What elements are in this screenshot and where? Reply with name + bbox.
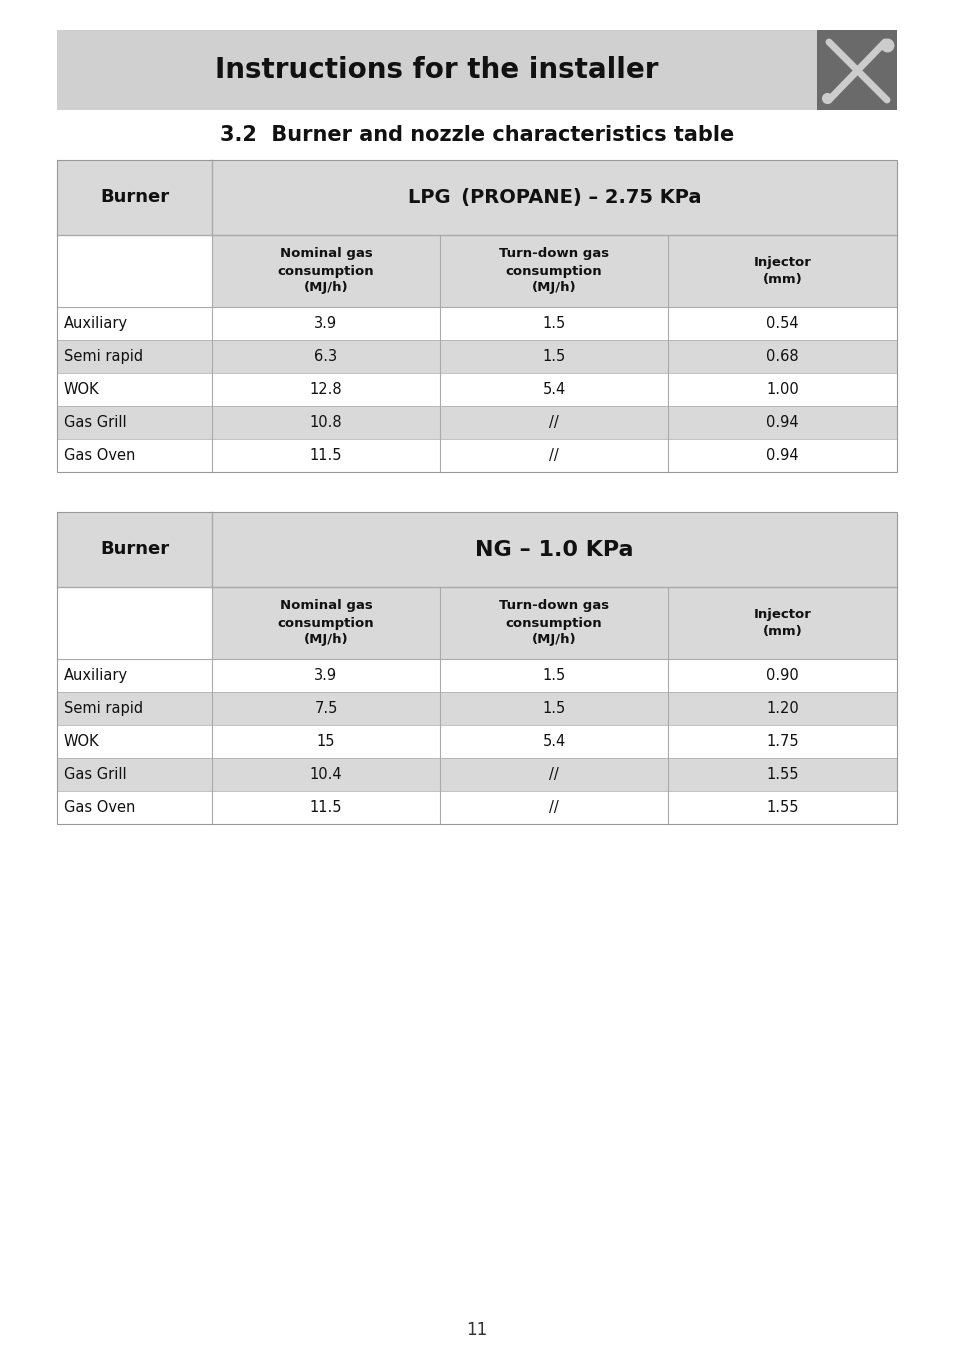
Text: 1.55: 1.55 bbox=[765, 800, 798, 815]
Bar bbox=[57, 307, 896, 340]
Text: 0.54: 0.54 bbox=[765, 315, 798, 330]
Bar bbox=[57, 724, 896, 758]
Text: Auxiliary: Auxiliary bbox=[64, 315, 128, 330]
Text: 3.2  Burner and nozzle characteristics table: 3.2 Burner and nozzle characteristics ta… bbox=[219, 125, 734, 145]
Bar bbox=[57, 236, 212, 307]
Bar bbox=[57, 758, 896, 791]
Text: Burner: Burner bbox=[100, 540, 169, 558]
Text: 10.8: 10.8 bbox=[310, 414, 342, 431]
Text: Instructions for the installer: Instructions for the installer bbox=[215, 56, 659, 84]
Text: Turn-down gas
consumption
(MJ/h): Turn-down gas consumption (MJ/h) bbox=[498, 600, 608, 646]
Bar bbox=[57, 692, 896, 724]
Text: 5.4: 5.4 bbox=[542, 734, 565, 749]
Bar bbox=[57, 340, 896, 372]
Bar bbox=[57, 160, 212, 236]
Text: 10.4: 10.4 bbox=[310, 766, 342, 783]
Text: 11.5: 11.5 bbox=[310, 448, 342, 463]
Text: Burner: Burner bbox=[100, 188, 169, 207]
Text: NG – 1.0 KPa: NG – 1.0 KPa bbox=[475, 539, 633, 559]
Text: WOK: WOK bbox=[64, 734, 99, 749]
Text: Nominal gas
consumption
(MJ/h): Nominal gas consumption (MJ/h) bbox=[277, 248, 374, 295]
Text: 1.75: 1.75 bbox=[765, 734, 798, 749]
Bar bbox=[816, 30, 896, 110]
Bar bbox=[57, 160, 896, 473]
Bar bbox=[57, 30, 816, 110]
Text: 7.5: 7.5 bbox=[314, 701, 337, 716]
Bar bbox=[57, 372, 896, 406]
Bar bbox=[212, 512, 896, 588]
Bar bbox=[57, 588, 212, 659]
Text: Semi rapid: Semi rapid bbox=[64, 701, 143, 716]
Text: WOK: WOK bbox=[64, 382, 99, 397]
Text: //: // bbox=[549, 414, 558, 431]
Bar bbox=[57, 512, 896, 825]
Text: Injector
(mm): Injector (mm) bbox=[753, 256, 811, 286]
Text: 12.8: 12.8 bbox=[310, 382, 342, 397]
Text: Turn-down gas
consumption
(MJ/h): Turn-down gas consumption (MJ/h) bbox=[498, 248, 608, 295]
Text: Gas Grill: Gas Grill bbox=[64, 766, 127, 783]
Text: 0.94: 0.94 bbox=[765, 448, 798, 463]
Bar bbox=[57, 659, 896, 692]
Bar bbox=[57, 512, 212, 588]
Bar bbox=[57, 236, 896, 307]
Text: 3.9: 3.9 bbox=[314, 315, 337, 330]
Text: 1.00: 1.00 bbox=[765, 382, 798, 397]
Text: //: // bbox=[549, 766, 558, 783]
Bar bbox=[57, 160, 896, 473]
Text: Injector
(mm): Injector (mm) bbox=[753, 608, 811, 638]
Text: 0.68: 0.68 bbox=[765, 349, 798, 364]
Bar bbox=[57, 406, 896, 439]
Text: 6.3: 6.3 bbox=[314, 349, 337, 364]
Bar bbox=[57, 439, 896, 473]
Text: 1.5: 1.5 bbox=[542, 349, 565, 364]
Text: 11.5: 11.5 bbox=[310, 800, 342, 815]
Text: Gas Oven: Gas Oven bbox=[64, 800, 135, 815]
Text: 1.20: 1.20 bbox=[765, 701, 798, 716]
Text: 0.94: 0.94 bbox=[765, 414, 798, 431]
Text: //: // bbox=[549, 800, 558, 815]
Text: Semi rapid: Semi rapid bbox=[64, 349, 143, 364]
Bar bbox=[57, 512, 896, 825]
Bar bbox=[212, 160, 896, 236]
Bar bbox=[57, 791, 896, 825]
Text: Nominal gas
consumption
(MJ/h): Nominal gas consumption (MJ/h) bbox=[277, 600, 374, 646]
Text: //: // bbox=[549, 448, 558, 463]
Text: 0.90: 0.90 bbox=[765, 668, 798, 682]
Bar bbox=[57, 588, 896, 659]
Text: 3.9: 3.9 bbox=[314, 668, 337, 682]
Text: Auxiliary: Auxiliary bbox=[64, 668, 128, 682]
Text: LPG  (PROPANE) – 2.75 KPa: LPG (PROPANE) – 2.75 KPa bbox=[407, 188, 700, 207]
Text: Gas Oven: Gas Oven bbox=[64, 448, 135, 463]
Text: 1.5: 1.5 bbox=[542, 668, 565, 682]
Text: 1.55: 1.55 bbox=[765, 766, 798, 783]
Text: 11: 11 bbox=[466, 1322, 487, 1339]
Text: 5.4: 5.4 bbox=[542, 382, 565, 397]
Text: 1.5: 1.5 bbox=[542, 701, 565, 716]
Text: Gas Grill: Gas Grill bbox=[64, 414, 127, 431]
Text: 1.5: 1.5 bbox=[542, 315, 565, 330]
Text: 15: 15 bbox=[316, 734, 335, 749]
